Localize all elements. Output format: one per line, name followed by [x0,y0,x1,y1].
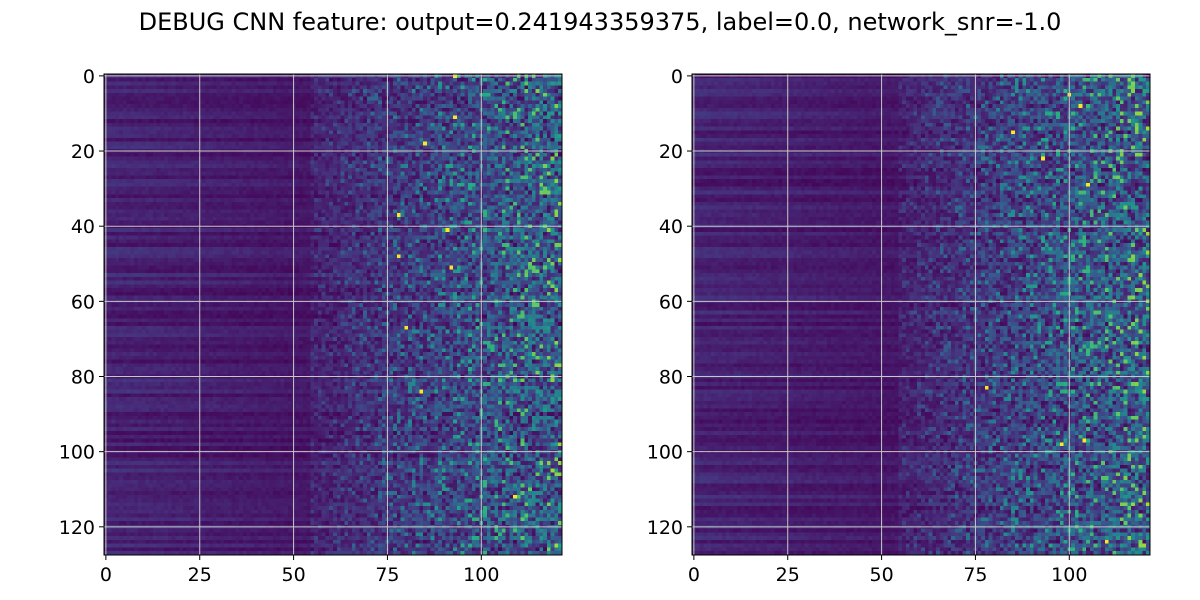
x-tick-label: 75 [375,564,399,586]
x-tick-label: 25 [776,564,800,586]
y-tick-label: 120 [647,517,683,539]
x-tick-label: 75 [963,564,987,586]
x-tick-label: 25 [188,564,212,586]
axes-frame [103,73,563,556]
y-tick-label: 120 [59,517,95,539]
y-tick-label: 100 [59,442,95,464]
heatmap-panel-2: 0 25 50 75 100 0 20 40 60 80 100 120 [647,66,1151,586]
heatmap-cells [104,74,562,555]
x-tick-label: 0 [688,564,700,586]
figure-title: DEBUG CNN feature: output=0.241943359375… [138,8,1062,36]
y-tick-label: 60 [659,291,683,313]
x-tick-label: 50 [869,564,893,586]
y-tick-label: 80 [71,367,95,389]
y-tick-label: 20 [71,141,95,163]
y-tick-label: 80 [659,367,683,389]
x-tick-label: 0 [100,564,112,586]
axes-frame [691,73,1151,556]
heatmap-panel-1: 0 25 50 75 100 0 20 40 60 80 100 120 [59,66,563,586]
x-tick-label: 50 [281,564,305,586]
x-tick-label: 100 [1051,564,1087,586]
y-tick-label: 0 [671,66,683,88]
y-tick-label: 40 [659,216,683,238]
x-tick-label: 100 [463,564,499,586]
y-tick-label: 20 [659,141,683,163]
y-tick-label: 0 [83,66,95,88]
y-tick-label: 60 [71,291,95,313]
y-tick-label: 40 [71,216,95,238]
y-tick-label: 100 [647,442,683,464]
heatmap-cells [692,74,1150,555]
